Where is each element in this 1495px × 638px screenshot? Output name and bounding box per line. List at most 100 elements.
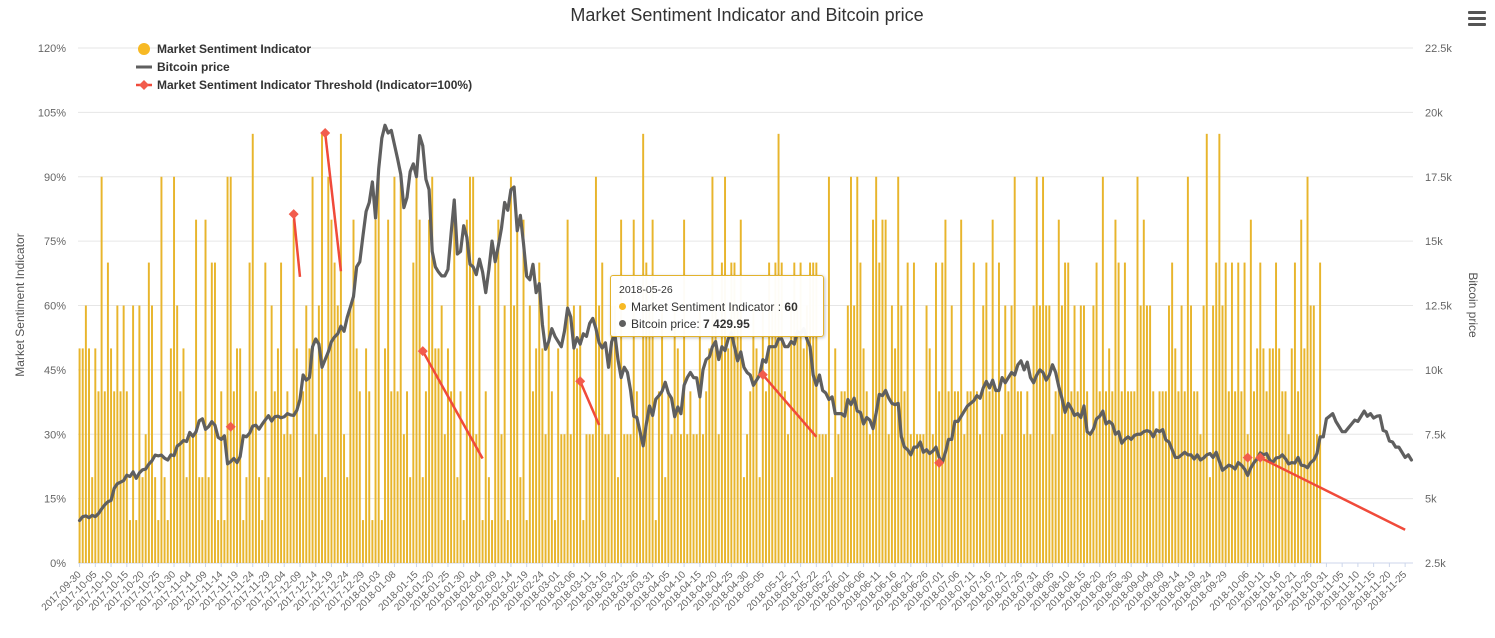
indicator-bar bbox=[1303, 348, 1306, 563]
indicator-bar bbox=[1035, 176, 1038, 563]
indicator-bar bbox=[815, 262, 818, 563]
indicator-bar bbox=[629, 434, 632, 563]
indicator-bar bbox=[472, 176, 475, 563]
indicator-bar bbox=[1234, 391, 1237, 563]
indicator-bar bbox=[210, 262, 213, 563]
indicator-bar bbox=[418, 219, 421, 564]
threshold-line bbox=[292, 213, 302, 278]
indicator-bar bbox=[1300, 219, 1303, 564]
indicator-bar bbox=[251, 133, 254, 563]
indicator-bar bbox=[975, 391, 978, 563]
indicator-bar bbox=[928, 348, 931, 563]
indicator-bar bbox=[850, 176, 852, 563]
menu-bar bbox=[1468, 23, 1486, 26]
indicator-bar bbox=[887, 434, 890, 563]
indicator-bar bbox=[305, 305, 308, 563]
indicator-bar bbox=[667, 391, 670, 563]
tooltip-price-value: 7 429.95 bbox=[703, 317, 750, 331]
indicator-bar bbox=[393, 176, 396, 563]
y-tick-label: 105% bbox=[38, 107, 66, 119]
indicator-bar bbox=[1164, 391, 1167, 563]
threshold-marker bbox=[417, 346, 428, 357]
indicator-bar bbox=[1048, 305, 1051, 563]
indicator-bar bbox=[1202, 305, 1205, 563]
indicator-bar bbox=[780, 262, 783, 563]
indicator-bar bbox=[758, 477, 761, 563]
indicator-bar bbox=[497, 219, 500, 564]
indicator-bar bbox=[796, 305, 799, 563]
indicator-bar bbox=[459, 391, 462, 563]
indicator-bar bbox=[642, 133, 645, 563]
indicator-bar bbox=[421, 477, 424, 563]
indicator-bar bbox=[78, 348, 81, 563]
indicator-bar bbox=[1227, 391, 1230, 563]
indicator-bar bbox=[267, 477, 270, 563]
legend-item-label: Market Sentiment Indicator Threshold (In… bbox=[157, 78, 472, 92]
indicator-bar bbox=[226, 176, 229, 563]
chart-menu-icon[interactable] bbox=[1464, 8, 1490, 28]
indicator-bar bbox=[1045, 305, 1048, 563]
indicator-bar bbox=[894, 348, 897, 563]
indicator-bar bbox=[384, 348, 386, 563]
indicator-bar bbox=[1152, 391, 1155, 563]
indicator-bar bbox=[446, 348, 449, 563]
indicator-bar bbox=[821, 434, 824, 563]
indicator-bar bbox=[308, 348, 311, 563]
indicator-bar bbox=[283, 434, 286, 563]
indicator-bar bbox=[1309, 305, 1312, 563]
indicator-bar bbox=[154, 477, 157, 563]
indicator-bar bbox=[1224, 262, 1227, 563]
indicator-bar bbox=[81, 348, 84, 563]
indicator-bar bbox=[258, 477, 261, 563]
y-tick-label: 15% bbox=[44, 494, 66, 506]
indicator-bar bbox=[478, 305, 481, 563]
indicator-bar bbox=[802, 348, 805, 563]
indicator-bar bbox=[613, 305, 616, 563]
indicator-bar bbox=[982, 305, 985, 563]
indicator-bar bbox=[890, 305, 893, 563]
y2-tick-label: 7.5k bbox=[1425, 429, 1446, 441]
indicator-bar bbox=[1092, 305, 1095, 563]
indicator-bar bbox=[834, 348, 837, 563]
y-tick-label: 45% bbox=[44, 365, 66, 377]
indicator-bar bbox=[1079, 305, 1082, 563]
indicator-bar bbox=[456, 477, 459, 563]
indicator-bar bbox=[1243, 262, 1246, 563]
indicator-bar bbox=[554, 520, 556, 563]
indicator-bar bbox=[160, 176, 163, 563]
indicator-bar bbox=[352, 219, 355, 564]
indicator-bar bbox=[695, 434, 698, 563]
indicator-bar bbox=[264, 262, 267, 563]
indicator-bar bbox=[679, 434, 682, 563]
indicator-bar bbox=[1268, 348, 1271, 563]
indicator-bar bbox=[991, 219, 994, 564]
indicator-bar bbox=[157, 520, 160, 563]
indicator-bar bbox=[494, 262, 497, 563]
indicator-bar bbox=[147, 262, 150, 563]
indicator-bar bbox=[768, 262, 771, 563]
indicator-bar bbox=[113, 391, 116, 563]
indicator-bar bbox=[569, 434, 572, 563]
indicator-bar bbox=[727, 348, 730, 563]
indicator-bar bbox=[151, 305, 153, 563]
indicator-bar bbox=[919, 434, 922, 563]
indicator-bar bbox=[1133, 391, 1136, 563]
indicator-bar bbox=[1193, 391, 1196, 563]
indicator-bar bbox=[1315, 434, 1318, 563]
chart-title: Market Sentiment Indicator and Bitcoin p… bbox=[570, 5, 923, 25]
indicator-bar bbox=[166, 520, 169, 563]
indicator-bar bbox=[1054, 391, 1057, 563]
menu-bar bbox=[1468, 11, 1486, 14]
indicator-bar bbox=[1117, 262, 1120, 563]
indicator-bar bbox=[1076, 391, 1079, 563]
indicator-bar bbox=[1171, 262, 1174, 563]
indicator-bar bbox=[966, 391, 969, 563]
indicator-bar bbox=[380, 520, 383, 563]
indicator-bar bbox=[1275, 262, 1278, 563]
indicator-bar bbox=[295, 348, 298, 563]
indicator-bar bbox=[607, 434, 610, 563]
indicator-bar bbox=[1070, 391, 1073, 563]
indicator-bar bbox=[724, 176, 727, 563]
indicator-bar bbox=[361, 520, 364, 563]
indicator-bar bbox=[594, 176, 597, 563]
